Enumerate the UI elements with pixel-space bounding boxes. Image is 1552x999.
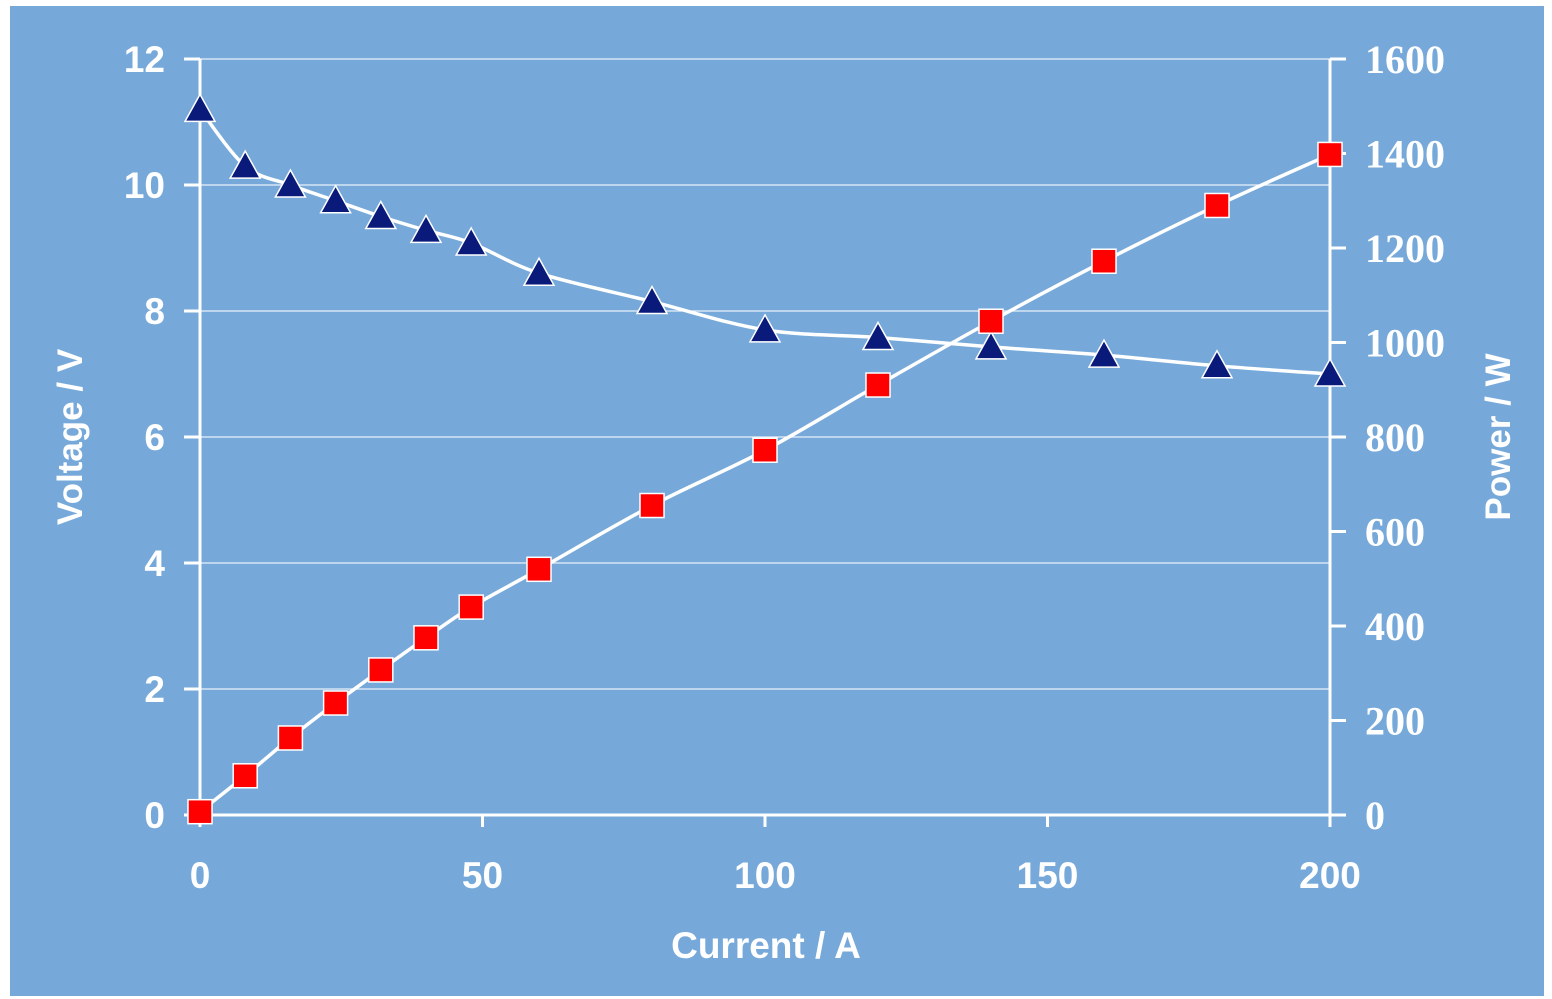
y-tick-label-5: 10 bbox=[124, 165, 165, 206]
y2-tick-label-7: 1400 bbox=[1365, 132, 1445, 177]
power-point-11 bbox=[978, 308, 1004, 334]
y2-axis-title: Power / W bbox=[1479, 353, 1518, 520]
voltage-point-10 bbox=[861, 320, 895, 351]
y2-tick-label-6: 1200 bbox=[1365, 226, 1445, 271]
power-point-1 bbox=[232, 763, 258, 789]
voltage-point-0 bbox=[183, 92, 217, 123]
y2-tick-label-2: 400 bbox=[1365, 604, 1425, 649]
voltage-point-2 bbox=[274, 168, 307, 198]
y-axis-title: Voltage / V bbox=[51, 348, 90, 525]
y-tick-label-2: 4 bbox=[144, 543, 165, 584]
x-tick-label-2: 100 bbox=[734, 855, 796, 896]
power-point-10 bbox=[865, 372, 891, 398]
y2-tick-label-8: 1600 bbox=[1365, 37, 1445, 82]
voltage-point-13 bbox=[1200, 349, 1234, 379]
power-point-7 bbox=[526, 556, 552, 583]
power-point-5 bbox=[413, 625, 439, 651]
voltage-point-12 bbox=[1087, 338, 1121, 368]
y2-tick-label-1: 200 bbox=[1365, 699, 1425, 744]
y-tick-label-3: 6 bbox=[144, 417, 165, 458]
voltage-point-7 bbox=[522, 256, 556, 286]
y-tick-label-0: 0 bbox=[144, 795, 165, 836]
power-point-9 bbox=[752, 437, 778, 463]
y2-tick-label-4: 800 bbox=[1365, 415, 1425, 460]
series bbox=[183, 92, 1347, 825]
x-tick-label-1: 50 bbox=[462, 855, 503, 896]
voltage-point-5 bbox=[409, 213, 443, 244]
y2-tick-label-0: 0 bbox=[1365, 793, 1385, 838]
x-tick-label-4: 200 bbox=[1299, 855, 1361, 896]
power-point-12 bbox=[1091, 248, 1117, 274]
power-point-0 bbox=[187, 798, 213, 825]
power-point-2 bbox=[277, 725, 304, 751]
voltage-point-8 bbox=[635, 285, 669, 315]
power-point-6 bbox=[458, 594, 484, 620]
voltage-point-6 bbox=[454, 226, 488, 256]
power-point-3 bbox=[322, 690, 349, 716]
y2-tick-label-5: 1000 bbox=[1365, 321, 1445, 366]
x-axis-title: Current / A bbox=[671, 925, 861, 966]
gridlines bbox=[200, 58, 1330, 690]
y-tick-label-1: 2 bbox=[144, 669, 165, 710]
voltage-point-14 bbox=[1313, 357, 1347, 387]
x-tick-label-3: 150 bbox=[1017, 855, 1079, 896]
voltage-point-3 bbox=[319, 184, 352, 214]
power-point-4 bbox=[368, 657, 394, 683]
y-tick-label-6: 12 bbox=[124, 39, 165, 80]
power-point-14 bbox=[1317, 141, 1343, 168]
chart-background bbox=[10, 6, 1544, 996]
power-point-8 bbox=[639, 492, 665, 519]
voltage-point-1 bbox=[228, 149, 262, 179]
y2-tick-label-3: 600 bbox=[1365, 510, 1425, 555]
y-tick-label-4: 8 bbox=[144, 291, 165, 332]
voltage-point-4 bbox=[364, 199, 398, 230]
x-tick-label-0: 0 bbox=[190, 855, 211, 896]
voltage-point-11 bbox=[974, 330, 1008, 360]
power-point-13 bbox=[1204, 192, 1230, 219]
voltage-point-9 bbox=[748, 313, 782, 343]
